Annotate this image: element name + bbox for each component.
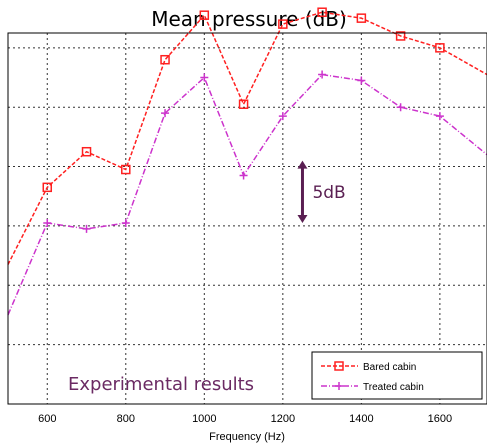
- data-point-bared: [42, 182, 53, 193]
- data-point-treated: [278, 112, 287, 121]
- series-layer: [7, 7, 487, 316]
- data-point-treated: [435, 112, 444, 121]
- data-point-treated: [82, 224, 91, 233]
- data-point-bared: [395, 31, 406, 41]
- x-tick-label: 600: [38, 413, 56, 425]
- series-line-bared: [7, 11, 487, 265]
- data-point-bared: [160, 54, 170, 65]
- x-axis-ticks: 600 800 1000 1200 1400 1600: [38, 413, 452, 425]
- data-point-bared: [317, 7, 327, 17]
- scale-label: 5dB: [312, 183, 345, 203]
- data-point-treated: [318, 70, 327, 79]
- experimental-results-note: Experimental results: [68, 374, 254, 395]
- data-point-treated: [43, 218, 52, 227]
- legend-box: [311, 351, 483, 400]
- data-point-treated: [121, 218, 130, 227]
- series-line-treated: [7, 73, 487, 316]
- arrow-down-icon: [297, 214, 308, 223]
- data-point-bared: [356, 13, 367, 23]
- arrow-up-icon: [297, 160, 308, 169]
- data-point-bared: [278, 19, 288, 29]
- grid: [8, 33, 487, 404]
- x-tick-label: 1200: [271, 413, 295, 425]
- data-point-bared: [435, 43, 445, 53]
- data-point-bared: [121, 164, 131, 175]
- square-marker-icon: [334, 361, 344, 371]
- annotation-layer: 5dB Experimental results: [68, 160, 346, 395]
- plus-marker-icon: [335, 382, 343, 390]
- data-point-bared: [238, 99, 249, 109]
- data-point-treated: [161, 109, 170, 118]
- x-tick-label: 1000: [192, 413, 216, 425]
- plot-frame: [7, 32, 487, 405]
- legend-label-treated: Treated cabin: [363, 382, 424, 393]
- x-axis-label: Frequency (Hz): [209, 431, 285, 443]
- legend: Bared cabin Treated cabin: [311, 351, 483, 400]
- data-point-treated: [200, 73, 209, 82]
- data-point-treated: [396, 103, 405, 112]
- data-point-treated: [239, 171, 248, 180]
- legend-label-bared: Bared cabin: [363, 362, 416, 373]
- data-point-treated: [357, 76, 366, 85]
- chart-title: Mean pressure (dB): [151, 7, 347, 31]
- data-point-bared: [199, 10, 210, 20]
- data-point-bared: [81, 146, 92, 157]
- x-tick-label: 1600: [428, 413, 452, 425]
- x-tick-label: 800: [117, 413, 135, 425]
- x-tick-label: 1400: [349, 413, 373, 425]
